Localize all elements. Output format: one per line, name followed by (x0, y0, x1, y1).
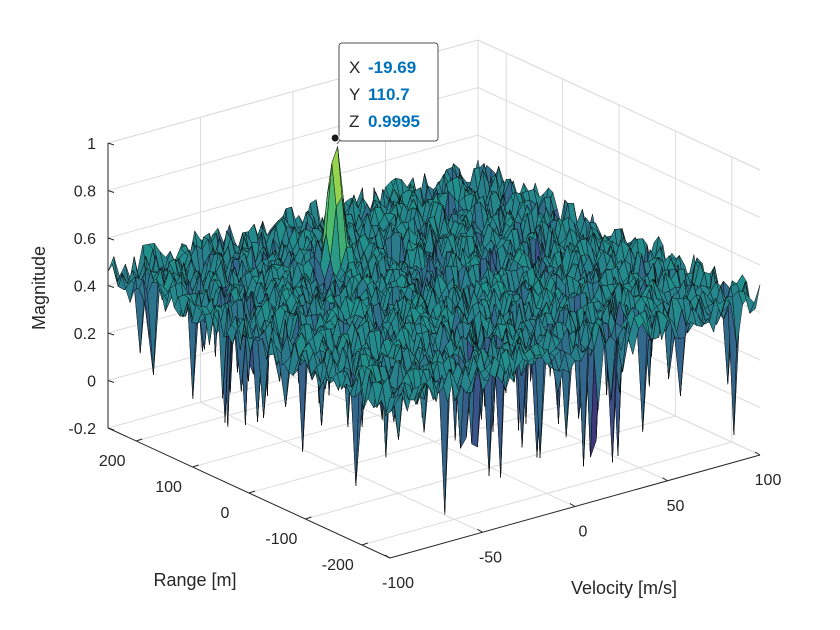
y-tick-label: 100 (155, 479, 182, 496)
datatip-x-value: -19.69 (368, 58, 416, 77)
datatip-y-value: 110.7 (368, 85, 410, 104)
x-tick-label: -50 (479, 549, 502, 566)
z-tick-label: 0.4 (74, 279, 96, 296)
x-axis-label: Velocity [m/s] (571, 578, 677, 598)
y-axis-label: Range [m] (153, 570, 236, 590)
surface-patch (552, 368, 564, 393)
z-tick-mark (107, 237, 115, 241)
surface-patch (674, 336, 686, 396)
datatip[interactable]: X -19.69 Y 110.7 Z 0.9995 (336, 42, 439, 145)
x-tick-label: -100 (382, 575, 414, 592)
datatip-z-value: 0.9995 (368, 112, 420, 131)
z-tick-mark (107, 142, 115, 146)
z-tick-mark (107, 332, 115, 336)
y-tick-label: -200 (322, 557, 354, 574)
datatip-z-key: Z (349, 112, 359, 131)
x-tick-label: 0 (579, 524, 588, 541)
x-tick-label: 50 (667, 498, 685, 515)
z-tick-label: 0.6 (74, 231, 96, 248)
peak-marker[interactable] (330, 133, 340, 143)
y-tick-label: 0 (221, 505, 230, 522)
z-axis-label: Magnitude (29, 246, 49, 330)
datatip-x-key: X (349, 58, 360, 77)
y-tick-label: 200 (99, 453, 126, 470)
z-tick-label: 0.8 (74, 184, 96, 201)
z-tick-label: 0.2 (74, 326, 96, 343)
y-tick-label: -100 (265, 531, 297, 548)
datatip-y-key: Y (349, 85, 360, 104)
z-tick-label: 0 (87, 374, 96, 391)
surface-layer (107, 146, 761, 515)
x-tick-label: 100 (755, 472, 782, 489)
z-tick-mark (107, 380, 115, 383)
z-tick-mark (107, 190, 115, 193)
z-tick-mark (107, 285, 115, 288)
z-tick-label: 1 (87, 136, 96, 153)
z-tick-label: -0.2 (68, 421, 96, 438)
